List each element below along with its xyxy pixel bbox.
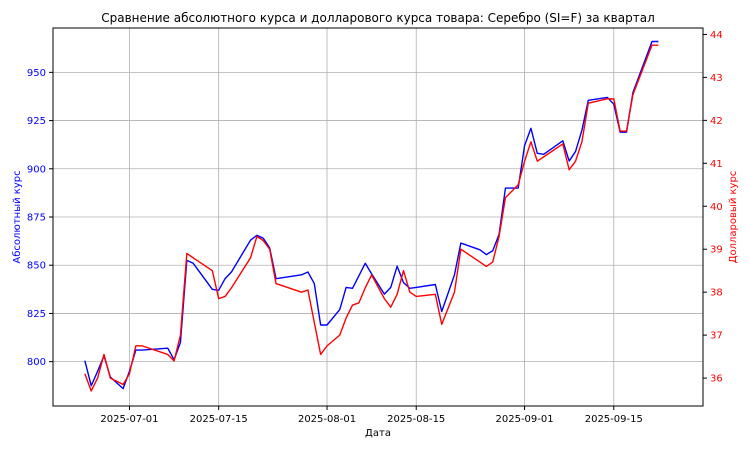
y-left-tick-label: 950 — [27, 68, 46, 79]
chart-title: Сравнение абсолютного курса и долларовог… — [101, 11, 655, 25]
y-left-tick-label: 850 — [27, 261, 46, 272]
y-axis-label-left: Абсолютный курс — [12, 170, 23, 263]
x-tick-label: 2025-09-01 — [496, 414, 554, 425]
y-axis-left: 800 825 850 875 900 925 950 — [27, 68, 53, 368]
y-right-tick-label: 38 — [710, 288, 723, 299]
y-right-tick-label: 37 — [710, 331, 723, 342]
x-tick-label: 2025-09-15 — [585, 414, 643, 425]
series-line-dollar — [84, 44, 659, 392]
y-axis-right: 36 37 38 39 40 41 42 43 44 — [703, 30, 723, 385]
y-axis-label-right: Долларовый курс — [728, 171, 739, 264]
x-axis: 2025-07-01 2025-07-15 2025-08-01 2025-08-15… — [100, 406, 643, 425]
x-tick-label: 2025-08-01 — [298, 414, 356, 425]
x-tick-label: 2025-08-15 — [387, 414, 445, 425]
grid — [53, 28, 703, 406]
y-right-tick-label: 36 — [710, 374, 723, 385]
x-tick-label: 2025-07-15 — [190, 414, 248, 425]
y-left-tick-label: 925 — [27, 116, 46, 127]
series-layer — [84, 40, 659, 392]
y-left-tick-label: 900 — [27, 164, 46, 175]
y-left-tick-label: 875 — [27, 213, 46, 224]
y-left-tick-label: 800 — [27, 357, 46, 368]
series-line-absolute — [84, 40, 659, 390]
y-right-tick-label: 44 — [710, 30, 723, 41]
x-tick-label: 2025-07-01 — [100, 414, 158, 425]
y-right-tick-label: 42 — [710, 116, 723, 127]
x-axis-label: Дата — [365, 428, 391, 439]
y-right-tick-label: 39 — [710, 245, 723, 256]
y-right-tick-label: 41 — [710, 159, 723, 170]
y-right-tick-label: 40 — [710, 202, 723, 213]
y-right-tick-label: 43 — [710, 73, 723, 84]
y-left-tick-label: 825 — [27, 309, 46, 320]
